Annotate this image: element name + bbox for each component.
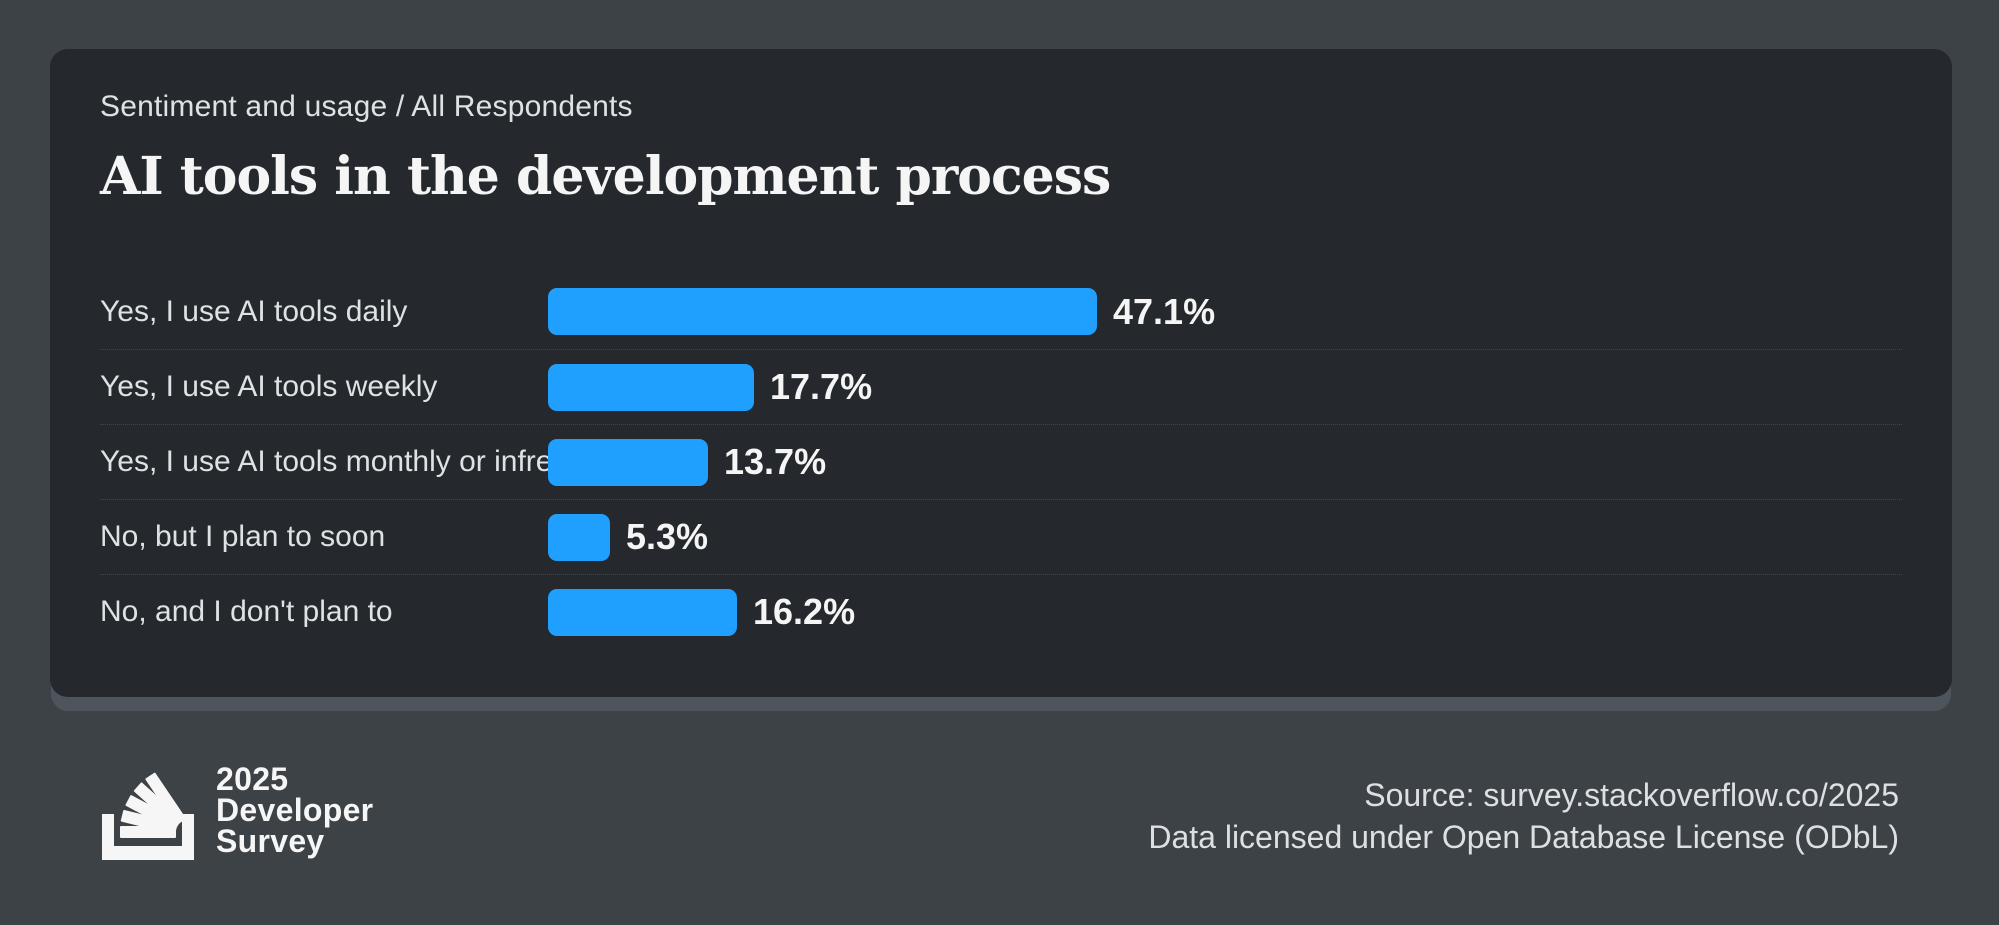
page-title: AI tools in the development process	[100, 146, 1111, 207]
logo-line-developer: Developer	[216, 792, 374, 828]
source-line-2: Data licensed under Open Database Licens…	[1148, 819, 1899, 855]
bar	[548, 363, 754, 411]
row-label: No, and I don't plan to	[100, 595, 393, 628]
bar-value: 16.2%	[753, 591, 856, 632]
row-label: Yes, I use AI tools daily	[100, 294, 408, 328]
logo-line-survey: Survey	[216, 823, 325, 859]
chart-row: No, and I don't plan to 16.2%	[100, 574, 1902, 649]
chart-row: Yes, I use AI tools weekly 17.7%	[100, 349, 1902, 424]
bar-value: 17.7%	[770, 366, 873, 407]
bar	[548, 288, 1097, 335]
bar-chart: Yes, I use AI tools daily 47.1% Yes, I use…	[100, 274, 1902, 649]
bar	[548, 438, 708, 486]
row-label: No, but I plan to soon	[100, 520, 386, 553]
chart-card: Sentiment and usage / All Respondents AI…	[50, 49, 1952, 697]
footer: 2025 Developer Survey Source: survey.sta…	[100, 748, 1899, 860]
bar	[548, 513, 610, 561]
survey-logo: 2025 Developer Survey	[100, 748, 373, 860]
row-label: Yes, I use AI tools weekly	[100, 370, 438, 403]
logo-year: 2025	[216, 761, 289, 797]
chart-row: Yes, I use AI tools monthly or infrequen…	[100, 424, 1902, 499]
bar-value: 13.7%	[724, 441, 827, 482]
stackoverflow-logo-icon	[102, 772, 194, 860]
survey-logo-text: 2025 Developer Survey	[216, 761, 374, 859]
source-text: Source: survey.stackoverflow.co/2025 Dat…	[1148, 774, 1899, 858]
breadcrumb: Sentiment and usage / All Respondents	[100, 90, 633, 123]
source-line-1: Source: survey.stackoverflow.co/2025	[1364, 777, 1899, 813]
chart-row: No, but I plan to soon 5.3%	[100, 499, 1902, 574]
row-label: Yes, I use AI tools monthly or infrequen…	[100, 445, 548, 478]
bar-value: 5.3%	[626, 516, 709, 557]
chart-row: Yes, I use AI tools daily 47.1%	[100, 274, 1902, 349]
bar-value: 47.1%	[1113, 290, 1216, 332]
bar	[548, 588, 737, 636]
